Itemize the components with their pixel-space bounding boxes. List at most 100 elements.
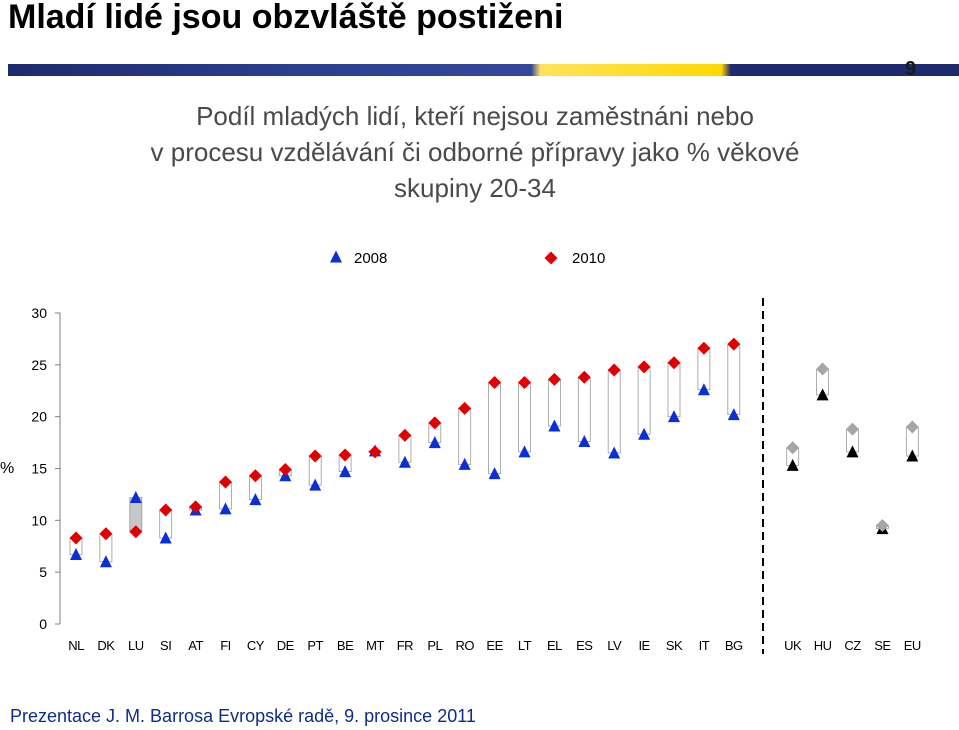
x-tick-label: LV (607, 638, 622, 653)
point-2010 (398, 428, 412, 442)
point-2010 (846, 422, 859, 436)
x-tick-label: SI (160, 638, 171, 653)
point-2008 (608, 446, 621, 459)
point-2010 (577, 370, 591, 384)
x-tick-label: UK (784, 638, 802, 653)
point-2008 (70, 548, 82, 561)
x-tick-label: SE (874, 638, 891, 653)
range-connector (488, 382, 502, 475)
point-2008 (548, 419, 561, 432)
x-tick-label: BG (725, 638, 743, 653)
point-2010 (488, 375, 502, 389)
point-2010 (368, 445, 382, 459)
point-2008 (668, 410, 680, 423)
point-2008 (578, 435, 591, 448)
point-2008 (816, 388, 829, 401)
y-tick-label: 15 (31, 461, 47, 477)
point-2010 (189, 500, 203, 514)
point-2010 (667, 356, 681, 370)
chart-title-line-1: Podíl mladých lidí, kteří nejsou zaměstn… (196, 101, 754, 131)
point-2008 (309, 478, 322, 491)
x-tick-label: EU (904, 638, 921, 653)
point-2008 (398, 455, 411, 468)
y-tick-label: 5 (39, 564, 47, 580)
x-tick-label: CY (247, 638, 265, 653)
chart-title: Podíl mladých lidí, kteří nejsou zaměstn… (60, 98, 890, 206)
point-2010 (875, 519, 889, 533)
range-connector (637, 366, 651, 435)
range-connector (518, 382, 531, 453)
point-2010 (786, 441, 800, 455)
point-2010 (69, 531, 83, 545)
range-connector (458, 407, 472, 465)
point-2010 (727, 337, 741, 351)
point-2008 (458, 457, 471, 470)
point-2008 (159, 531, 172, 544)
x-axis-labels: NL DK LU SI AT FI CY DE PT BE MT FR PL RO EE LT EL ES LV IE… (68, 638, 921, 653)
x-tick-label: BE (337, 638, 354, 653)
x-tick-label: AT (188, 638, 203, 653)
footer-text: Prezentace J. M. Barrosa Evropské radě, … (10, 706, 476, 726)
x-tick-label: MT (366, 638, 384, 653)
range-connector (727, 343, 741, 415)
x-tick-label: DE (277, 638, 295, 653)
point-2008 (99, 555, 112, 568)
point-2008 (697, 383, 710, 396)
x-tick-label: EE (486, 638, 503, 653)
range-connector (548, 378, 561, 427)
point-2008 (428, 436, 441, 449)
point-2008 (727, 408, 740, 421)
x-tick-label: NL (68, 638, 84, 653)
x-tick-label: PT (307, 638, 323, 653)
point-2010 (308, 449, 322, 463)
point-2010 (637, 360, 651, 374)
point-2008 (249, 493, 262, 506)
point-2010 (278, 463, 292, 477)
point-2010 (428, 416, 442, 430)
y-tick-label: 20 (31, 409, 47, 425)
point-2008 (638, 427, 651, 440)
legend-marker-2008 (330, 250, 342, 263)
x-tick-label: SK (666, 638, 683, 653)
point-2008 (339, 465, 352, 478)
x-tick-label: HU (814, 638, 832, 653)
point-2008 (219, 502, 232, 515)
x-tick-label: PL (427, 638, 442, 653)
scatter-chart: 2008 2010 0 5 10 15 20 25 30% NL DK LU SI AT FI CY DE P… (0, 250, 921, 654)
point-2010 (816, 362, 830, 376)
y-tick-label: 10 (31, 512, 47, 528)
point-2010 (99, 527, 113, 541)
y-axis: 0 5 10 15 20 25 30% (0, 298, 764, 654)
point-2010 (159, 503, 173, 517)
x-tick-label: DK (97, 638, 115, 653)
point-2010 (607, 363, 621, 377)
point-2008 (786, 458, 799, 471)
range-connector (577, 376, 591, 442)
range-connector (607, 369, 621, 454)
point-2008 (488, 467, 501, 480)
point-2010 (905, 420, 919, 434)
point-2010 (458, 401, 472, 415)
point-2008 (129, 491, 142, 504)
y-tick-label: 0 (39, 616, 47, 632)
point-2010 (219, 475, 232, 489)
point-2010 (248, 469, 262, 483)
page-number: 9 (905, 58, 917, 80)
data-points (69, 250, 919, 568)
point-2008 (846, 445, 859, 458)
legend-label-2008: 2008 (354, 250, 387, 267)
x-tick-label: CZ (844, 638, 861, 653)
point-2010 (338, 448, 352, 462)
legend-label-2010: 2010 (572, 250, 605, 267)
point-2010 (697, 341, 711, 355)
range-connector (667, 362, 681, 418)
chart-title-line-2: v procesu vzdělávání či odborné přípravy… (150, 137, 800, 167)
x-tick-label: ES (576, 638, 593, 653)
point-2008 (518, 445, 531, 458)
x-tick-label: LT (518, 638, 532, 653)
y-axis-label: % (0, 460, 14, 477)
chart-title-line-3: skupiny 20-34 (394, 173, 556, 203)
legend-marker-2010 (544, 251, 558, 265)
header-banner (8, 64, 959, 76)
x-tick-label: RO (455, 638, 474, 653)
